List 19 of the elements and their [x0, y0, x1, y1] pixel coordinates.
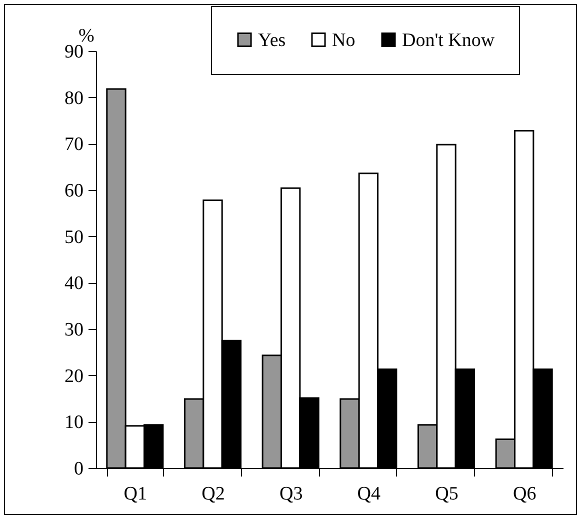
y-tick-label: 80: [64, 88, 84, 109]
legend-label: Don't Know: [402, 30, 495, 51]
x-tick-label: Q3: [279, 484, 303, 504]
y-tick-label: 30: [64, 320, 84, 340]
legend-label: No: [332, 30, 356, 51]
x-tick-label: Q2: [202, 484, 225, 504]
y-tick-label: 60: [64, 180, 84, 202]
legend-label: Yes: [258, 30, 286, 51]
y-tick-label: 70: [64, 134, 84, 156]
y-tick-label: 20: [64, 366, 84, 387]
y-tick-label: 90: [64, 42, 84, 62]
y-tick-label: 10: [64, 412, 84, 434]
x-tick-label: Q5: [435, 484, 458, 504]
x-tick-label: Q1: [124, 484, 148, 504]
y-tick-label: 40: [64, 273, 84, 294]
x-tick-label: Q6: [512, 484, 536, 504]
y-tick-label: 0: [74, 458, 84, 480]
y-tick-label: 50: [64, 226, 84, 248]
x-tick-label: Q4: [357, 484, 382, 504]
